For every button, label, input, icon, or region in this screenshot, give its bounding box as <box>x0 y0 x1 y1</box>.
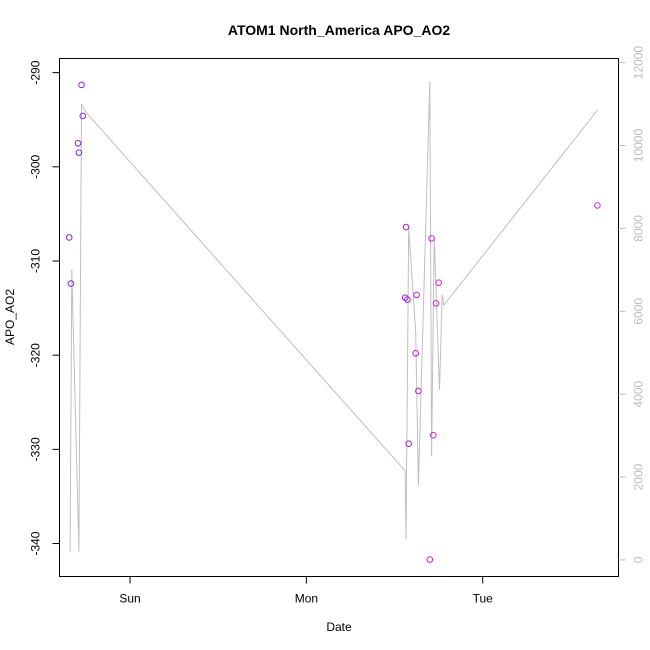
data-point <box>435 279 442 286</box>
x-tick-label: Tue <box>473 592 494 606</box>
y-axis-right: 0 2000 4000 6000 8000 10000 12000 <box>618 46 646 563</box>
y-tick-label: -290 <box>29 60 43 84</box>
y-tick-label: -320 <box>29 343 43 367</box>
data-point <box>75 149 83 156</box>
x-axis-label: Date <box>326 620 352 634</box>
data-point <box>402 223 410 231</box>
data-point <box>413 291 420 299</box>
data-point <box>405 440 412 448</box>
x-tick-label: Sun <box>119 592 140 606</box>
y-tick-label: -300 <box>29 154 43 178</box>
data-point <box>594 202 601 209</box>
y-tick-label: -340 <box>29 531 43 555</box>
y2-tick-label: 2000 <box>632 463 646 490</box>
y-tick-label: -310 <box>29 249 43 273</box>
y2-tick-label: 0 <box>632 556 646 563</box>
y2-tick-label: 4000 <box>632 380 646 407</box>
x-axis: Sun Mon Tue <box>119 576 494 606</box>
y-tick-label: -330 <box>29 437 43 461</box>
chart-title: ATOM1 North_America APO_AO2 <box>228 22 450 38</box>
points-series-layer <box>65 81 601 563</box>
data-point <box>65 234 73 241</box>
line-series-layer <box>69 81 598 552</box>
data-point <box>415 387 422 395</box>
data-point <box>432 300 440 307</box>
data-point <box>426 556 434 563</box>
y-axis-label: APO_AO2 <box>3 289 17 345</box>
data-point <box>67 280 75 287</box>
y2-tick-label: 10000 <box>632 129 646 163</box>
y2-tick-label: 8000 <box>632 215 646 242</box>
x-tick-label: Mon <box>295 592 318 606</box>
data-point <box>78 81 85 89</box>
data-point <box>412 349 420 357</box>
data-point <box>74 139 82 147</box>
y-axis-left: -290 -300 -310 -320 -330 -340 <box>29 60 60 556</box>
series-line <box>69 81 598 552</box>
plot-frame <box>59 58 619 577</box>
data-point <box>79 112 87 120</box>
y2-tick-label: 6000 <box>632 298 646 325</box>
data-point <box>428 235 435 242</box>
data-point <box>404 296 411 303</box>
y2-tick-label: 12000 <box>632 46 646 80</box>
data-point <box>430 431 437 439</box>
